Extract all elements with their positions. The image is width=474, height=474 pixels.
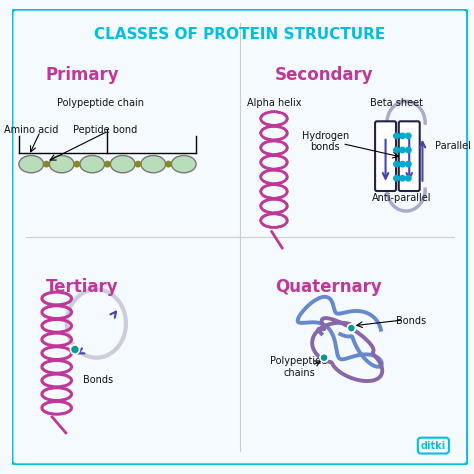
Circle shape [394, 147, 399, 153]
Circle shape [400, 133, 405, 138]
Circle shape [105, 161, 110, 167]
Text: Parallel: Parallel [435, 141, 471, 151]
Text: Amino acid: Amino acid [4, 125, 58, 135]
Circle shape [406, 147, 411, 153]
Ellipse shape [49, 155, 74, 173]
Circle shape [400, 175, 405, 181]
Circle shape [406, 175, 411, 181]
Circle shape [406, 133, 411, 138]
Circle shape [320, 354, 328, 362]
Text: Hydrogen
bonds: Hydrogen bonds [302, 130, 349, 152]
Circle shape [400, 161, 405, 167]
Text: Polypeptide chain: Polypeptide chain [57, 98, 145, 108]
Text: Secondary: Secondary [275, 66, 374, 84]
Text: Tertiary: Tertiary [46, 278, 119, 296]
Text: CLASSES OF PROTEIN STRUCTURE: CLASSES OF PROTEIN STRUCTURE [94, 27, 385, 42]
Text: Bonds: Bonds [395, 316, 426, 326]
Text: Beta sheet: Beta sheet [371, 98, 423, 108]
FancyBboxPatch shape [12, 9, 467, 465]
Text: Polypeptide
chains: Polypeptide chains [270, 356, 328, 378]
Circle shape [70, 345, 80, 354]
Circle shape [347, 324, 356, 332]
Circle shape [406, 161, 411, 167]
Text: Quaternary: Quaternary [275, 278, 382, 296]
Ellipse shape [110, 155, 135, 173]
Ellipse shape [80, 155, 105, 173]
Text: Anti-parallel: Anti-parallel [372, 193, 431, 203]
Circle shape [74, 161, 80, 167]
Circle shape [166, 161, 171, 167]
Ellipse shape [19, 155, 44, 173]
Text: Peptide bond: Peptide bond [73, 125, 137, 135]
Circle shape [400, 147, 405, 153]
Text: Alpha helix: Alpha helix [246, 98, 301, 108]
Circle shape [394, 175, 399, 181]
Circle shape [394, 133, 399, 138]
Circle shape [44, 161, 49, 167]
Text: Primary: Primary [46, 66, 119, 84]
Text: ditki: ditki [421, 441, 446, 451]
FancyBboxPatch shape [375, 121, 396, 191]
Circle shape [135, 161, 141, 167]
Text: Bonds: Bonds [82, 375, 113, 385]
FancyBboxPatch shape [399, 121, 419, 191]
Ellipse shape [141, 155, 165, 173]
Circle shape [394, 161, 399, 167]
Ellipse shape [172, 155, 196, 173]
